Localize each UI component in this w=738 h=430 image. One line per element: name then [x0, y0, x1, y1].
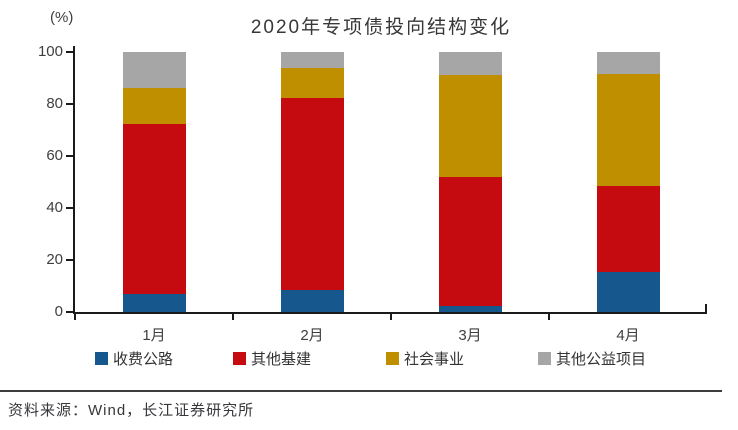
x-category-label: 2月: [300, 327, 324, 344]
x-axis-end-tick: [705, 304, 707, 312]
stacked-bar-1: [122, 52, 186, 312]
bar-segment: [596, 185, 660, 272]
bar-segment: [280, 289, 344, 312]
bar-segment: [122, 293, 186, 312]
x-tick: [232, 314, 234, 320]
legend-swatch: [233, 352, 246, 365]
stacked-bar-3: [438, 52, 502, 312]
bar-segment: [280, 52, 344, 68]
y-tick: [66, 103, 73, 105]
bar-segment: [122, 52, 186, 89]
plot-area: 0 20 40 60 80 100 1月 2月 3月 4月: [38, 43, 707, 344]
legend-label: 其他基建: [251, 351, 312, 368]
y-tick-label: 80: [46, 95, 63, 112]
legend-item: 其他基建: [233, 348, 311, 369]
y-axis-unit-label: (%): [50, 9, 74, 26]
chart-title: 2020年专项债投向结构变化: [250, 17, 512, 38]
legend-label: 其他公益项目: [556, 351, 647, 368]
bar-segment: [438, 52, 502, 76]
source-text: 资料来源：Wind，长江证券研究所: [8, 402, 255, 419]
y-tick: [66, 259, 73, 261]
y-tick-label: 20: [46, 251, 63, 268]
bar-segment: [438, 305, 502, 312]
y-tick: [66, 311, 73, 313]
x-tick: [548, 314, 550, 320]
legend-label: 收费公路: [113, 351, 174, 368]
x-axis-line: [73, 312, 707, 314]
x-category-label: 4月: [616, 327, 640, 344]
bar-segment: [122, 88, 186, 124]
x-category-label: 3月: [458, 327, 482, 344]
legend-swatch: [95, 352, 108, 365]
stacked-bar-4: [596, 52, 660, 312]
y-tick: [66, 207, 73, 209]
bar-segment: [438, 75, 502, 177]
source-divider: [0, 390, 722, 392]
legend-item: 其他公益项目: [538, 348, 646, 369]
legend-label: 社会事业: [404, 351, 465, 368]
bar-segment: [596, 52, 660, 75]
x-category-label: 1月: [142, 327, 166, 344]
legend-item: 收费公路: [95, 348, 173, 369]
x-tick: [390, 314, 392, 320]
legend-swatch: [538, 352, 551, 365]
y-tick-label: 40: [46, 199, 63, 216]
y-tick-label: 0: [54, 303, 63, 320]
y-tick: [66, 155, 73, 157]
bar-segment: [596, 271, 660, 312]
legend-swatch: [386, 352, 399, 365]
y-tick-label: 100: [37, 43, 63, 60]
bar-segment: [596, 74, 660, 186]
y-axis-line: [73, 46, 75, 314]
legend-item: 社会事业: [386, 348, 464, 369]
bar-segment: [280, 67, 344, 98]
y-tick: [66, 51, 73, 53]
stacked-bar-2: [280, 52, 344, 312]
y-tick-label: 60: [46, 147, 63, 164]
bar-segment: [438, 176, 502, 306]
bar-segment: [280, 97, 344, 290]
x-tick: [74, 314, 76, 320]
bar-segment: [122, 123, 186, 294]
